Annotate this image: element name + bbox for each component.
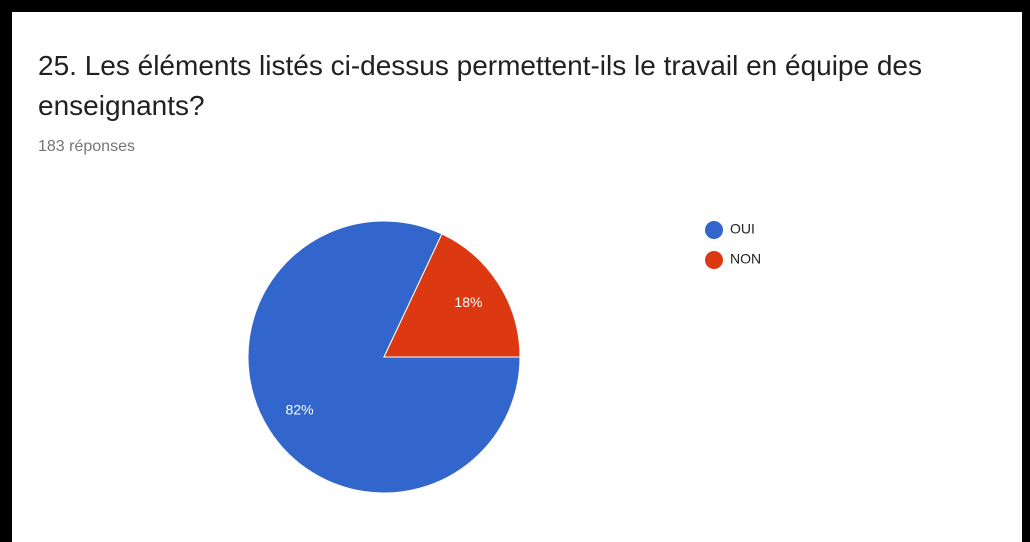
- legend-swatch: [705, 251, 723, 269]
- legend-label: OUI: [730, 221, 755, 237]
- pie-slice: [247, 220, 521, 494]
- legend-swatch: [705, 221, 723, 239]
- chart: 82% 18% OUI NON: [247, 220, 761, 494]
- slice-label: 18%: [454, 294, 482, 310]
- slice-label: 82%: [286, 401, 314, 417]
- legend-label: NON: [730, 251, 761, 267]
- card: 25. Les éléments listés ci-dessus permet…: [12, 12, 1022, 542]
- pie-slice: [383, 233, 521, 358]
- response-count: 183 réponses: [38, 138, 135, 155]
- question-title: 25. Les éléments listés ci-dessus permet…: [38, 50, 922, 121]
